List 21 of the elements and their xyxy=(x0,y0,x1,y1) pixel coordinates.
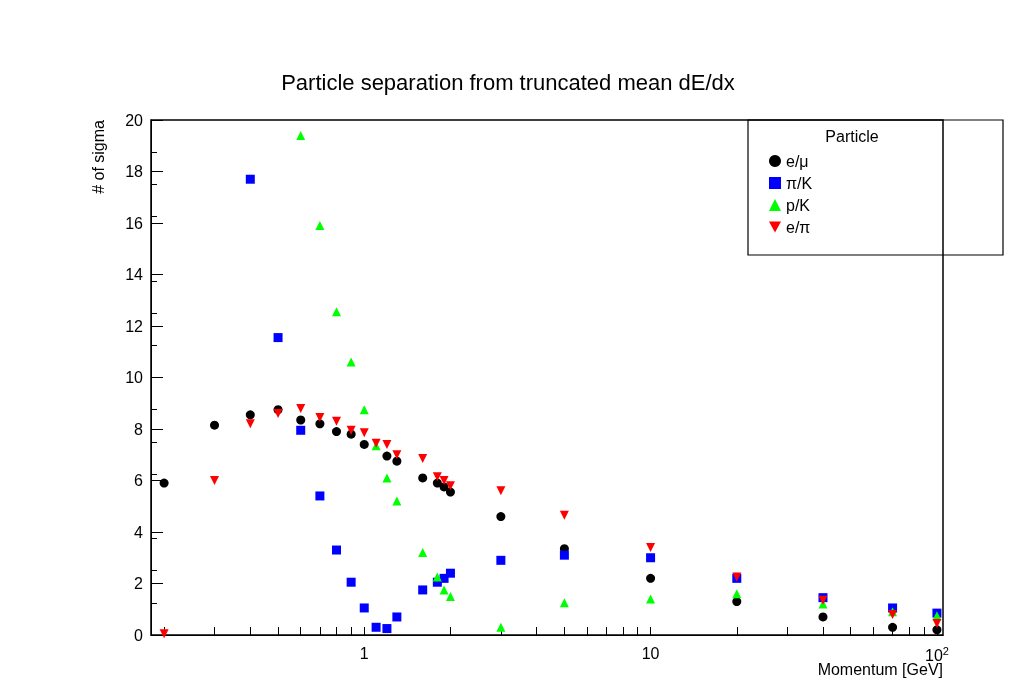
y-tick-label: 4 xyxy=(134,523,144,541)
y-tick-label: 18 xyxy=(125,163,144,180)
legend-label: p/K xyxy=(786,196,811,214)
y-tick-label: 10 xyxy=(125,369,144,386)
chart-title: Particle separation from truncated mean dE/dx xyxy=(281,69,735,95)
legend-label: e/μ xyxy=(786,152,809,170)
y-tick-label: 12 xyxy=(125,317,144,335)
y-tick-label: 20 xyxy=(125,111,144,129)
y-tick-label: 6 xyxy=(134,472,144,489)
y-tick-label: 0 xyxy=(134,626,144,644)
legend-title: Particle xyxy=(825,127,879,145)
y-tick-label: 16 xyxy=(125,214,144,232)
y-axis-title: # of sigma xyxy=(89,119,107,194)
legend-label: π/K xyxy=(786,174,813,192)
x-tick-label: 10 xyxy=(641,644,660,662)
legend-label: e/π xyxy=(786,218,811,236)
y-tick-label: 14 xyxy=(125,266,144,283)
y-tick-label: 2 xyxy=(134,575,144,592)
x-axis-title: Momentum [GeV] xyxy=(817,660,943,678)
x-tick-label: 1 xyxy=(359,644,369,662)
y-tick-label: 8 xyxy=(134,420,144,438)
